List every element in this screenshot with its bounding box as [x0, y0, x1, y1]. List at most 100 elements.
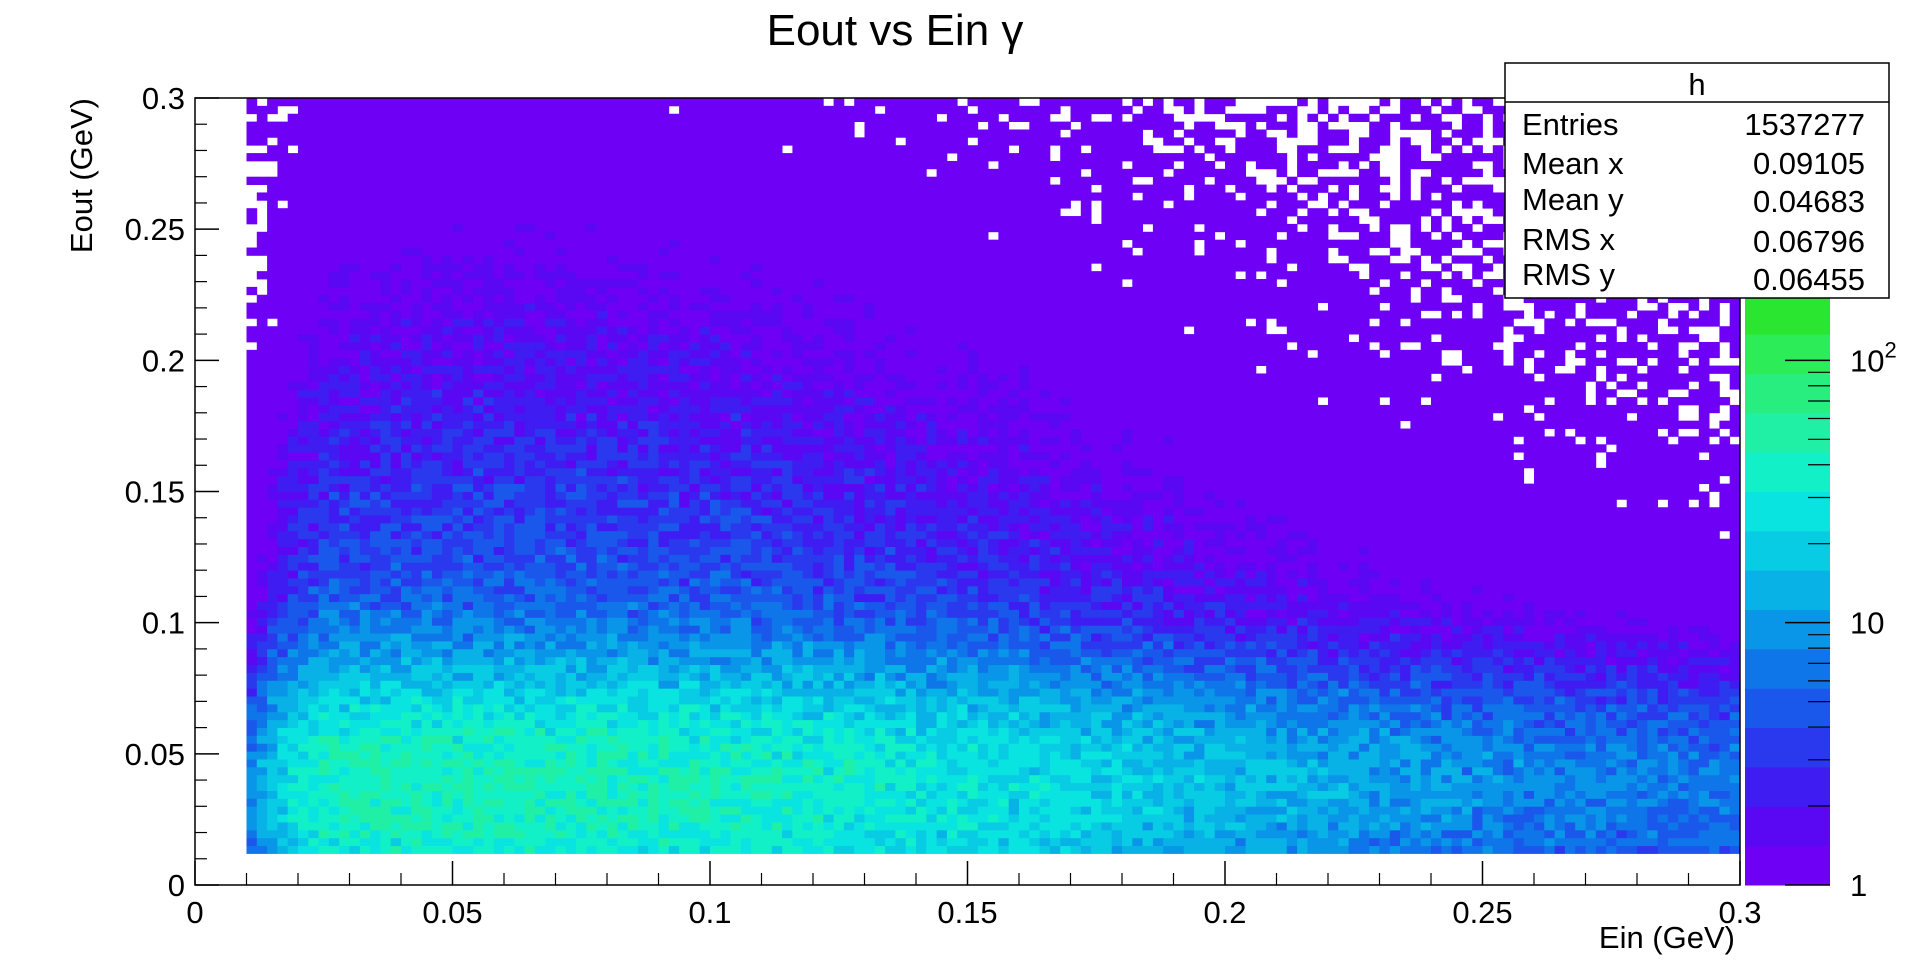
heatmap-cell: [431, 412, 443, 422]
heatmap-cell: [771, 656, 783, 666]
heatmap-cell: [452, 310, 464, 319]
heatmap-cell: [246, 822, 258, 831]
heatmap-cell: [648, 404, 659, 414]
heatmap-cell: [318, 585, 330, 595]
heatmap-cell: [617, 341, 628, 351]
heatmap-cell: [627, 452, 639, 461]
heatmap-cell: [473, 601, 484, 610]
heatmap-cell: [339, 790, 350, 799]
heatmap-cell: [740, 341, 752, 351]
heatmap-cell: [421, 845, 433, 854]
heatmap-cell: [751, 247, 762, 256]
heatmap-cell: [256, 743, 268, 752]
heatmap-cell: [493, 452, 505, 461]
heatmap-cell: [287, 412, 299, 422]
heatmap-cell: [483, 412, 495, 422]
heatmap-cell: [565, 727, 577, 736]
heatmap-cell: [751, 318, 762, 327]
heatmap-cell: [287, 349, 299, 359]
heatmap-cell: [318, 743, 330, 752]
heatmap-cell: [534, 294, 546, 304]
heatmap-cell: [473, 460, 484, 469]
heatmap-cell: [483, 751, 495, 760]
heatmap-cell: [576, 389, 587, 398]
heatmap-cell: [442, 617, 453, 626]
heatmap-cell: [328, 837, 340, 847]
heatmap-cell: [277, 326, 289, 335]
heatmap-cell: [720, 515, 731, 524]
heatmap-cell: [287, 522, 299, 532]
heatmap-cell: [514, 538, 525, 547]
heatmap-cell: [524, 814, 536, 823]
heatmap-cell: [627, 483, 639, 492]
heatmap-cell: [328, 515, 340, 524]
heatmap-cell: [555, 184, 567, 193]
heatmap-cell: [277, 160, 289, 170]
heatmap-cell: [710, 790, 721, 799]
heatmap-cell: [627, 105, 639, 115]
heatmap-cell: [380, 436, 392, 445]
heatmap-cell: [359, 837, 371, 847]
heatmap-cell: [473, 538, 484, 547]
heatmap-cell: [431, 743, 443, 752]
heatmap-cell: [637, 578, 649, 587]
heatmap-cell: [452, 546, 464, 555]
heatmap-cell: [256, 105, 268, 115]
heatmap-cell: [617, 483, 628, 492]
heatmap-cell: [298, 759, 309, 768]
heatmap-cell: [565, 412, 577, 422]
heatmap-cell: [431, 822, 443, 831]
heatmap-cell: [339, 365, 350, 374]
heatmap-cell: [328, 719, 340, 728]
heatmap-cell: [720, 113, 731, 123]
heatmap-cell: [699, 688, 711, 697]
heatmap-cell: [256, 790, 268, 799]
heatmap-cell: [370, 822, 381, 831]
heatmap-cell: [411, 507, 422, 516]
heatmap-cell: [431, 790, 443, 799]
heatmap-cell: [514, 625, 525, 634]
heatmap-cell: [359, 247, 371, 256]
heatmap-cell: [256, 672, 268, 681]
heatmap-cell: [617, 121, 628, 130]
heatmap-cell: [586, 806, 598, 815]
heatmap-cell: [473, 806, 484, 815]
heatmap-cell: [689, 735, 701, 744]
heatmap-cell: [658, 381, 670, 390]
heatmap-cell: [370, 404, 381, 414]
heatmap-cell: [761, 223, 773, 233]
heatmap-cell: [390, 263, 402, 272]
heatmap-cell: [648, 727, 659, 736]
heatmap-cell: [359, 641, 371, 650]
heatmap-cell: [565, 420, 577, 429]
heatmap-cell: [246, 467, 258, 477]
heatmap-cell: [504, 688, 515, 697]
heatmap-cell: [740, 373, 752, 382]
heatmap-cell: [637, 648, 649, 658]
heatmap-cell: [411, 499, 422, 508]
heatmap-cell: [452, 530, 464, 540]
heatmap-cell: [493, 357, 505, 366]
heatmap-cell: [328, 318, 340, 327]
heatmap-cell: [534, 507, 546, 516]
heatmap-cell: [576, 121, 587, 130]
heatmap-cell: [699, 790, 711, 799]
heatmap-cell: [596, 601, 608, 610]
heatmap-cell: [452, 703, 464, 713]
heatmap-cell: [452, 522, 464, 532]
heatmap-cell: [658, 782, 670, 791]
heatmap-cell: [493, 279, 505, 288]
heatmap-cell: [555, 444, 567, 453]
heatmap-cell: [648, 751, 659, 760]
heatmap-cell: [370, 381, 381, 390]
heatmap-cell: [359, 310, 371, 319]
heatmap-cell: [442, 263, 453, 272]
heatmap-cell: [246, 798, 258, 807]
heatmap-cell: [648, 499, 659, 508]
heatmap-cell: [627, 633, 639, 642]
heatmap-cell: [730, 460, 742, 469]
heatmap-cell: [771, 168, 783, 178]
heatmap-cell: [359, 483, 371, 492]
heatmap-cell: [668, 601, 680, 610]
heatmap-cell: [308, 310, 319, 319]
